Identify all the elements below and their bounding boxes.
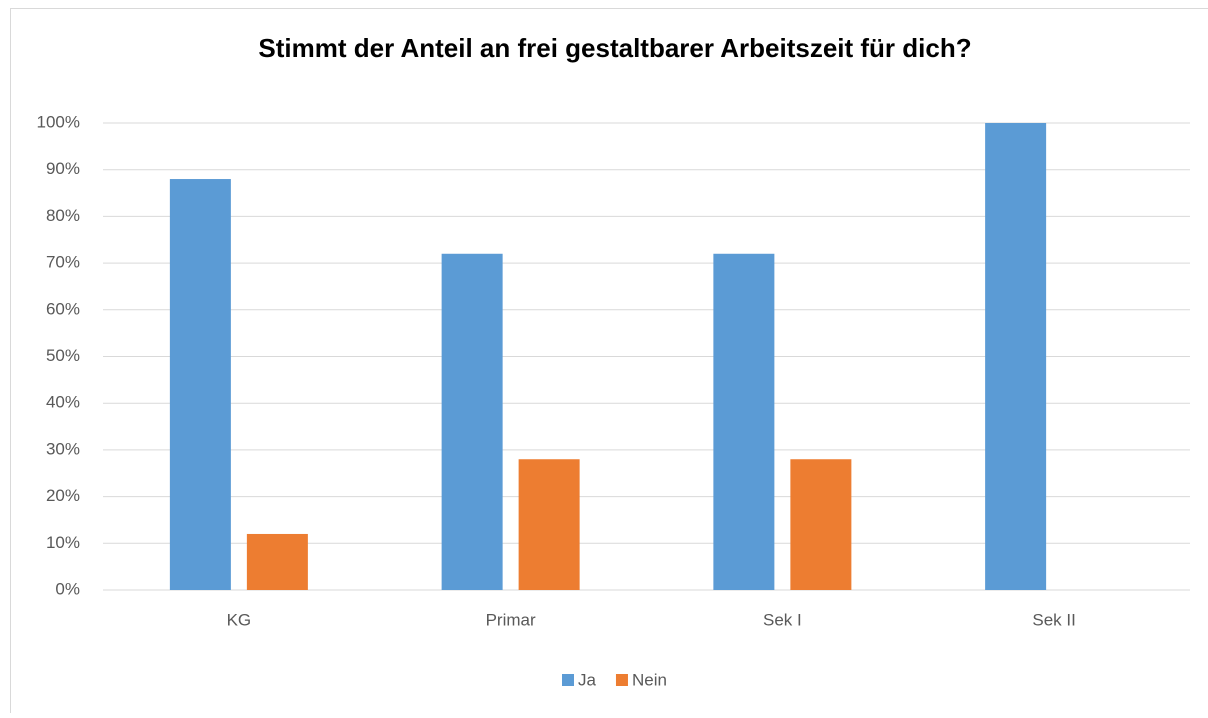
- x-tick-label: KG: [227, 610, 252, 629]
- y-tick-label: 30%: [46, 439, 80, 458]
- x-tick-label: Sek II: [1032, 610, 1075, 629]
- bar: [247, 534, 308, 590]
- y-tick-label: 100%: [37, 112, 80, 131]
- legend-label: Nein: [632, 670, 667, 689]
- bar: [442, 254, 503, 590]
- y-tick-label: 60%: [46, 299, 80, 318]
- y-tick-label: 80%: [46, 206, 80, 225]
- bar: [985, 123, 1046, 590]
- bar: [519, 459, 580, 590]
- y-tick-label: 10%: [46, 533, 80, 552]
- legend-label: Ja: [578, 670, 597, 689]
- bar: [170, 179, 231, 590]
- y-tick-label: 40%: [46, 393, 80, 412]
- y-tick-label: 20%: [46, 486, 80, 505]
- x-tick-label: Primar: [486, 610, 536, 629]
- y-tick-label: 70%: [46, 253, 80, 272]
- y-tick-label: 0%: [55, 579, 80, 598]
- y-tick-label: 90%: [46, 159, 80, 178]
- chart-title: Stimmt der Anteil an frei gestaltbarer A…: [258, 33, 971, 63]
- bar: [790, 459, 851, 590]
- legend-swatch: [562, 674, 574, 686]
- x-tick-label: Sek I: [763, 610, 802, 629]
- legend-swatch: [616, 674, 628, 686]
- y-tick-label: 50%: [46, 346, 80, 365]
- bar: [713, 254, 774, 590]
